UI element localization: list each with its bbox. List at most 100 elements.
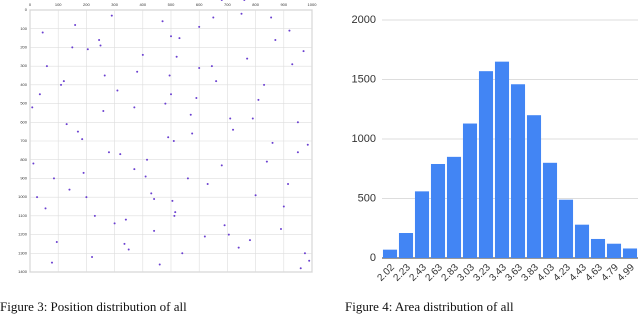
point: [44, 207, 47, 210]
point: [271, 141, 274, 144]
point: [240, 12, 243, 15]
point: [243, 0, 246, 1]
x-tick-label: 4.99: [615, 262, 637, 284]
bar: [558, 199, 574, 258]
point: [287, 183, 290, 186]
x-tick-label: 200: [83, 2, 90, 7]
point: [229, 117, 232, 120]
point: [103, 74, 106, 77]
x-tick-label: 800: [252, 2, 259, 7]
y-tick-label: 2000: [352, 14, 376, 26]
bar: [430, 163, 446, 258]
point: [186, 177, 189, 180]
y-tick-label: 300: [20, 63, 27, 68]
y-tick-label: 600: [20, 119, 27, 124]
point: [288, 29, 291, 32]
point: [282, 205, 285, 208]
point: [153, 198, 156, 201]
point: [206, 183, 209, 186]
point: [279, 227, 282, 230]
point: [38, 93, 41, 96]
point: [65, 123, 68, 126]
point: [102, 110, 105, 113]
point: [124, 218, 127, 221]
point: [248, 239, 251, 242]
x-tick-label: 1000: [308, 2, 318, 7]
point: [223, 224, 226, 227]
point: [110, 14, 113, 17]
point: [191, 132, 194, 135]
y-tick-label: 200: [20, 44, 27, 49]
point: [220, 0, 223, 1]
bar: [446, 156, 462, 258]
y-tick-label: 900: [20, 175, 27, 180]
y-tick-label: 0: [25, 7, 28, 12]
point: [178, 37, 181, 40]
point: [198, 25, 201, 28]
point: [123, 242, 126, 245]
point: [270, 16, 273, 19]
x-tick-label: 700: [224, 2, 231, 7]
x-tick-label: 400: [139, 2, 146, 7]
y-tick-label: 800: [20, 157, 27, 162]
y-tick-label: 100: [20, 26, 27, 31]
bar: [574, 224, 590, 258]
y-tick-label: 700: [20, 138, 27, 143]
bar: [414, 191, 430, 258]
y-tick-label: 1300: [18, 250, 28, 255]
y-tick-label: 1500: [352, 73, 376, 85]
point: [174, 211, 177, 214]
y-tick-label: 1400: [18, 269, 28, 274]
point: [153, 229, 156, 232]
point: [167, 136, 170, 139]
point: [55, 241, 58, 244]
point: [172, 140, 175, 142]
point: [36, 196, 39, 199]
point: [127, 248, 130, 251]
point: [170, 35, 172, 38]
y-tick-label: 1200: [18, 232, 28, 237]
x-tick-label: 0: [29, 2, 32, 7]
point: [212, 16, 215, 19]
bar: [590, 238, 606, 258]
point: [299, 267, 302, 270]
y-tick-label: 500: [20, 101, 27, 106]
point: [308, 259, 311, 262]
point: [189, 113, 192, 116]
point: [227, 233, 230, 236]
point: [296, 121, 299, 124]
point: [181, 252, 184, 255]
point: [107, 151, 110, 154]
point: [203, 235, 206, 238]
point: [119, 153, 122, 156]
point: [144, 175, 147, 178]
bar: [510, 84, 526, 258]
point: [274, 38, 277, 41]
point: [175, 55, 178, 58]
caption: Figure 3: Position distribution of all: [0, 299, 187, 314]
point: [133, 106, 136, 109]
point: [136, 70, 139, 73]
point: [164, 102, 167, 105]
bar: [462, 123, 478, 258]
point: [168, 74, 171, 77]
bar: [606, 243, 622, 258]
bar: [542, 162, 558, 258]
x-tick-label: 300: [111, 2, 118, 7]
x-tick-label: 100: [55, 2, 62, 7]
y-tick-label: 400: [20, 82, 27, 87]
point: [68, 188, 71, 191]
y-tick-label: 500: [358, 192, 376, 204]
point: [50, 261, 53, 264]
point: [254, 194, 257, 197]
y-tick-label: 1100: [18, 213, 27, 218]
point: [74, 23, 77, 26]
point: [31, 106, 34, 109]
bar: [382, 249, 398, 258]
point: [303, 252, 306, 255]
point: [52, 177, 55, 180]
point: [173, 214, 176, 217]
bar: [494, 61, 510, 259]
